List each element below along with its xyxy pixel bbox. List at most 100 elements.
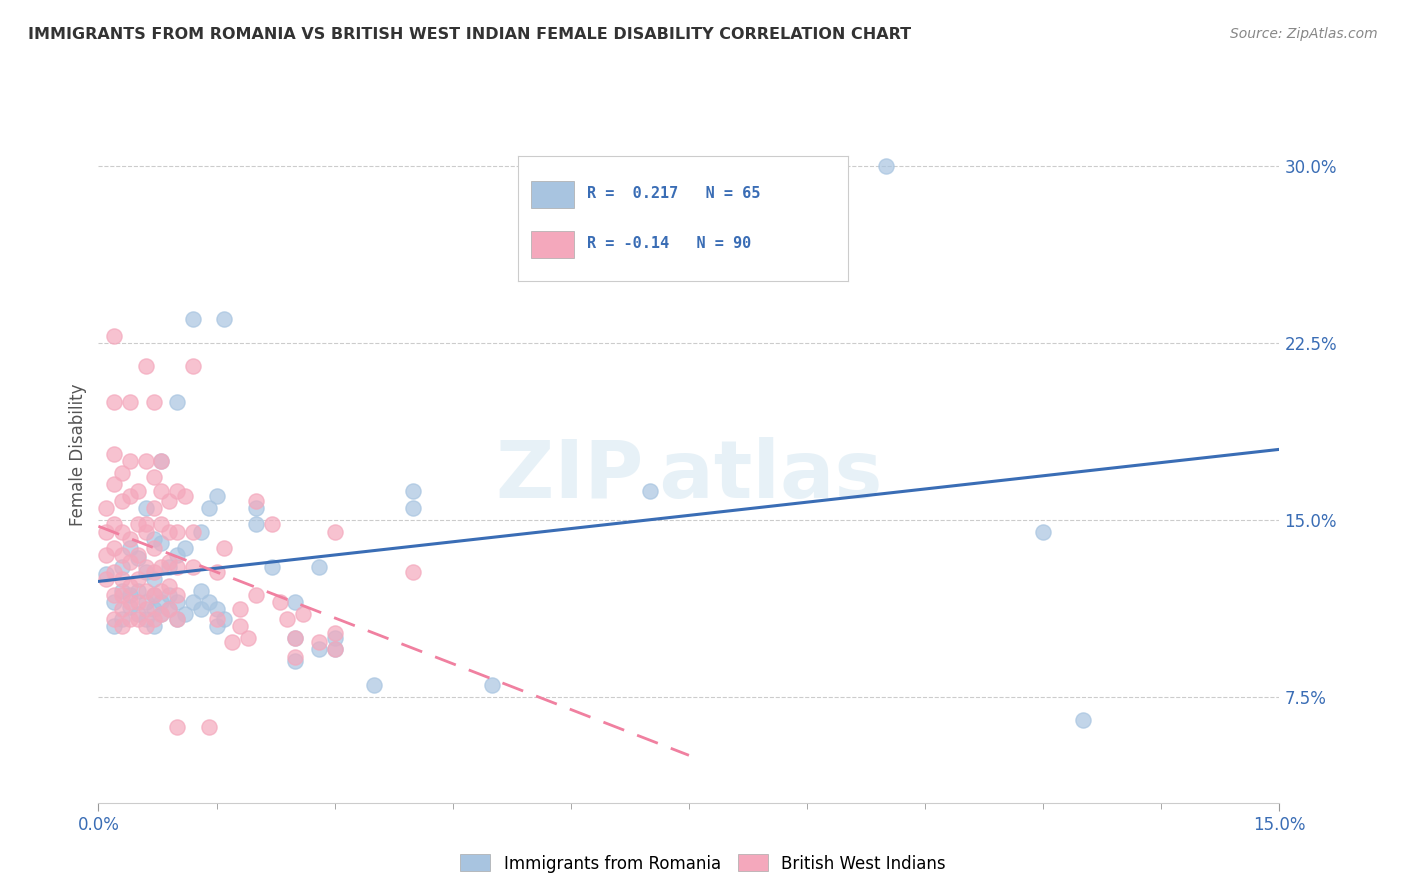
Point [1032,524,1054,539]
Text: Source: ZipAtlas.com: Source: ZipAtlas.com [1230,27,1378,41]
Bar [531,231,574,259]
Point [96,500,118,515]
Point [157,602,180,616]
Point [402,500,425,515]
Point [221,635,243,649]
Point [245,517,267,532]
Point [245,588,267,602]
Point [150,583,173,598]
Y-axis label: Female Disability: Female Disability [69,384,87,526]
Point [638,258,661,272]
Point [323,631,346,645]
Point [229,602,252,616]
Point [245,494,267,508]
Point [111,612,134,626]
Point [118,541,141,555]
Point [103,565,125,579]
Point [103,612,125,626]
Point [157,560,180,574]
Point [111,560,134,574]
Point [260,560,283,574]
Point [118,588,141,602]
Point [135,454,157,468]
Point [127,607,149,621]
Point [181,312,204,326]
Point [135,612,157,626]
Point [142,532,165,546]
Point [103,395,125,409]
Point [135,359,157,374]
Point [197,500,219,515]
Point [236,631,259,645]
Point [142,588,165,602]
Point [135,560,157,574]
Point [150,484,173,499]
Point [127,484,149,499]
Point [142,395,165,409]
Point [135,619,157,633]
Point [103,517,125,532]
Point [205,612,228,626]
Point [96,567,118,582]
Point [118,532,141,546]
Point [111,588,134,602]
Point [135,595,157,609]
Point [190,524,212,539]
Point [111,572,134,586]
Point [150,454,173,468]
Point [96,548,118,562]
Point [1071,713,1094,727]
Point [197,720,219,734]
Text: IMMIGRANTS FROM ROMANIA VS BRITISH WEST INDIAN FEMALE DISABILITY CORRELATION CHA: IMMIGRANTS FROM ROMANIA VS BRITISH WEST … [28,27,911,42]
Point [157,579,180,593]
Point [111,583,134,598]
Point [127,572,149,586]
Point [111,466,134,480]
Point [118,454,141,468]
Point [190,583,212,598]
Text: ZIP atlas: ZIP atlas [496,437,882,515]
Point [142,565,165,579]
Point [142,588,165,602]
Point [118,489,141,503]
Point [103,595,125,609]
Point [166,588,188,602]
Point [284,649,307,664]
Point [127,550,149,565]
Point [103,447,125,461]
Point [481,678,503,692]
Point [127,612,149,626]
Point [150,607,173,621]
Point [402,565,425,579]
Point [103,619,125,633]
Point [111,602,134,616]
Point [308,642,330,657]
Point [96,572,118,586]
Point [157,524,180,539]
Point [111,548,134,562]
Point [142,619,165,633]
Point [229,619,252,633]
Point [118,612,141,626]
Point [205,489,228,503]
Point [96,524,118,539]
Point [245,500,267,515]
Point [103,328,125,343]
Point [150,536,173,550]
Point [323,642,346,657]
Point [142,572,165,586]
Point [284,631,307,645]
Point [111,619,134,633]
Point [181,359,204,374]
Point [135,583,157,598]
Point [157,494,180,508]
Point [308,560,330,574]
Point [166,560,188,574]
Point [166,548,188,562]
Point [150,607,173,621]
Point [323,524,346,539]
Point [181,524,204,539]
Point [174,489,197,503]
Point [103,588,125,602]
Point [127,548,149,562]
